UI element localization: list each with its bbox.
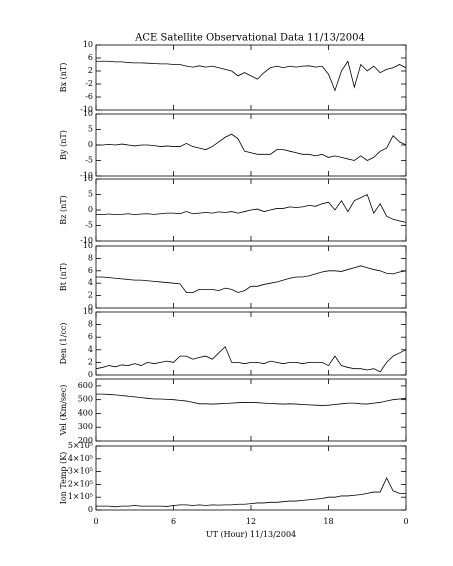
y-tick-label: 0 [88, 303, 93, 312]
y-tick-label: -10 [80, 105, 93, 114]
y-tick-label: -2 [85, 79, 93, 88]
y-tick-label: 6 [88, 332, 93, 341]
y-tick-label: 6 [88, 53, 93, 62]
x-axis-label: UT (Hour) 11/13/2004 [206, 530, 296, 539]
x-tick-label: 0 [403, 517, 408, 526]
y-tick-label: 2×10⁵ [68, 479, 93, 488]
y-tick-label: 5 [88, 125, 93, 134]
y-tick-label: -10 [80, 236, 93, 245]
data-line [96, 477, 406, 508]
y-tick-label: 8 [88, 320, 93, 329]
data-line [96, 133, 407, 161]
y-tick-label: 600 [78, 381, 93, 390]
y-tick-label: 2 [88, 357, 93, 366]
y-tick-label: -5 [85, 156, 93, 165]
panel-frame [95, 378, 407, 442]
data-line [96, 393, 407, 406]
y-tick-label: 3×10⁵ [68, 467, 93, 476]
x-tick-label: 0 [93, 517, 98, 526]
y-tick-label: -10 [80, 171, 93, 180]
y-axis-label: Bt (nT) [59, 263, 68, 291]
y-tick-label: -6 [85, 92, 93, 101]
y-tick-label: 1×10⁵ [68, 492, 93, 501]
y-axis-label: Bx (nT) [59, 63, 68, 93]
y-tick-label: 0 [88, 140, 93, 149]
data-line [96, 60, 407, 92]
chart-title: ACE Satellite Observational Data 11/13/2… [134, 33, 365, 44]
data-line [96, 193, 407, 223]
panel-frame [95, 311, 407, 376]
y-tick-label: 10 [83, 307, 93, 316]
y-tick-label: 10 [83, 40, 93, 49]
y-tick-label: 0 [88, 370, 93, 379]
y-tick-label: 0 [88, 505, 93, 514]
y-tick-label: 5×10⁵ [68, 441, 93, 450]
x-tick-label: 12 [246, 517, 256, 526]
panel-frame [95, 245, 407, 309]
data-line [95, 345, 407, 373]
y-axis-label: Vel (Km/sec) [59, 385, 68, 437]
y-tick-label: 10 [83, 174, 93, 183]
y-tick-label: 5 [88, 190, 93, 199]
y-tick-label: 500 [78, 395, 93, 404]
y-axis-label: Ion Temp (K) [59, 452, 68, 505]
y-axis-label: By (nT) [59, 130, 68, 160]
y-tick-label: -5 [85, 221, 93, 230]
y-tick-label: 4×10⁵ [68, 454, 93, 463]
panel-frame [95, 445, 407, 511]
y-tick-label: 400 [78, 408, 93, 417]
y-tick-label: 200 [78, 436, 93, 445]
y-axis-label: Den (1/cc) [59, 323, 68, 365]
y-tick-label: 6 [88, 266, 93, 275]
panel-frame [95, 44, 407, 111]
y-tick-label: 4 [88, 278, 93, 287]
y-tick-label: 8 [88, 253, 93, 262]
y-axis-label: Bz (nT) [59, 195, 68, 224]
y-tick-label: 10 [83, 109, 93, 118]
y-tick-label: 10 [83, 241, 93, 250]
x-tick-label: 6 [171, 517, 176, 526]
y-tick-label: 4 [88, 345, 93, 354]
y-tick-label: 2 [88, 66, 93, 75]
y-tick-label: 2 [88, 291, 93, 300]
data-line [96, 265, 407, 293]
y-tick-label: 300 [78, 422, 93, 431]
y-tick-label: 0 [88, 205, 93, 214]
x-tick-label: 18 [323, 517, 333, 526]
